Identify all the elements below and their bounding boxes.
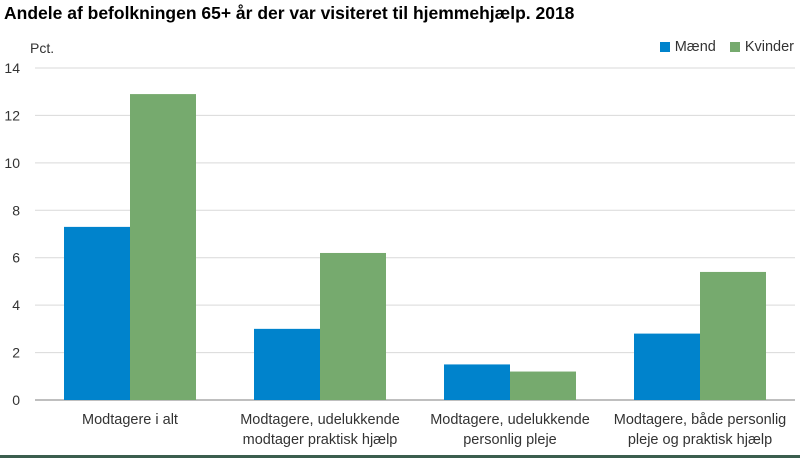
x-category-label: Modtagere i alt: [82, 412, 178, 428]
x-category-label: Modtagere, udelukkende: [430, 412, 590, 428]
legend-item-kvinder: Kvinder: [729, 39, 794, 55]
bar-maend: [254, 328, 320, 400]
x-category-label: pleje og praktisk hjælp: [628, 432, 772, 448]
x-category-label: Modtagere, både personlig: [614, 412, 787, 428]
legend-item-maend: Mænd: [659, 39, 716, 55]
y-tick-label: 8: [12, 202, 20, 218]
y-tick-label: 6: [12, 250, 20, 266]
bar-kvinder: [320, 252, 386, 400]
legend-swatch-kvinder: [729, 42, 740, 52]
legend-swatch-maend: [659, 42, 670, 52]
x-category-label: Modtagere, udelukkende: [240, 412, 400, 428]
chart-title: Andele af befolkningen 65+ år der var vi…: [4, 3, 575, 23]
bar-kvinder: [130, 94, 196, 400]
bar-maend: [64, 226, 130, 400]
y-tick-label: 10: [4, 155, 20, 171]
bar-maend: [444, 364, 510, 400]
legend-label-maend: Mænd: [674, 39, 716, 55]
y-axis-unit-label: Pct.: [30, 40, 55, 56]
legend-label-kvinder: Kvinder: [744, 39, 794, 55]
x-category-label: modtager praktisk hjælp: [243, 432, 398, 448]
y-tick-label: 4: [12, 297, 20, 313]
y-tick-label: 14: [4, 60, 20, 76]
y-tick-label: 2: [12, 345, 20, 361]
y-tick-label: 12: [4, 107, 20, 123]
bar-kvinder: [700, 271, 766, 400]
x-category-label: personlig pleje: [463, 432, 557, 448]
legend: Mænd Kvinder: [646, 39, 794, 55]
bottom-rule: [0, 455, 800, 458]
bar-kvinder: [510, 371, 576, 400]
bar-maend: [634, 333, 700, 400]
y-tick-label: 0: [12, 392, 20, 408]
